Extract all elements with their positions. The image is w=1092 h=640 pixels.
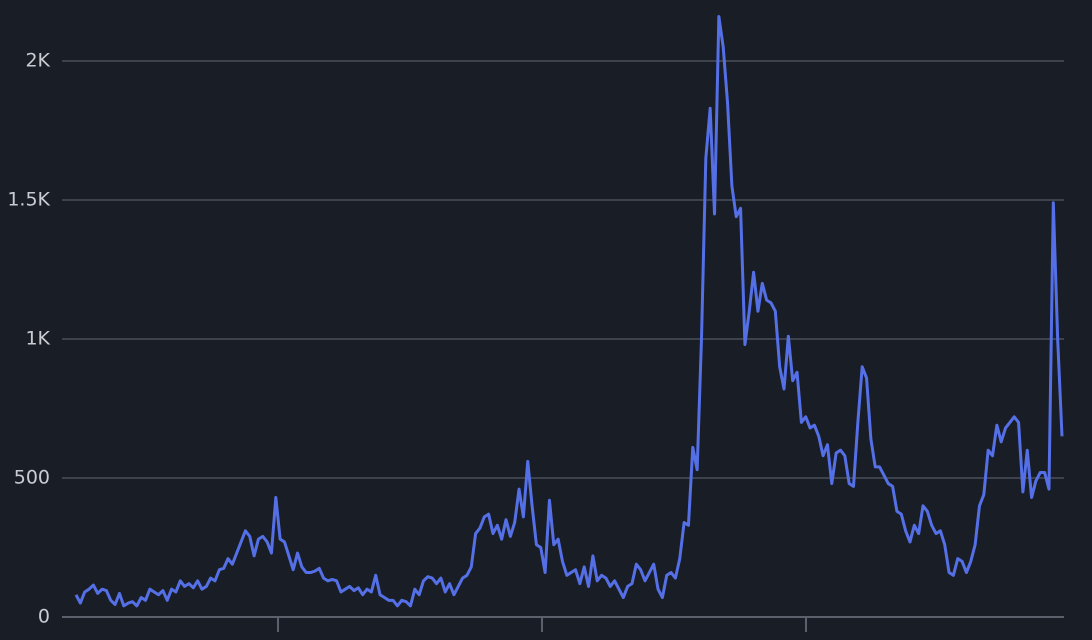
y-tick-label: 1.5K: [7, 189, 50, 211]
y-tick-label: 1K: [25, 328, 50, 350]
y-tick-label: 0: [38, 606, 50, 628]
y-tick-label: 500: [14, 467, 50, 489]
y-tick-label: 2K: [25, 50, 50, 72]
data-line: [74, 15, 1064, 608]
